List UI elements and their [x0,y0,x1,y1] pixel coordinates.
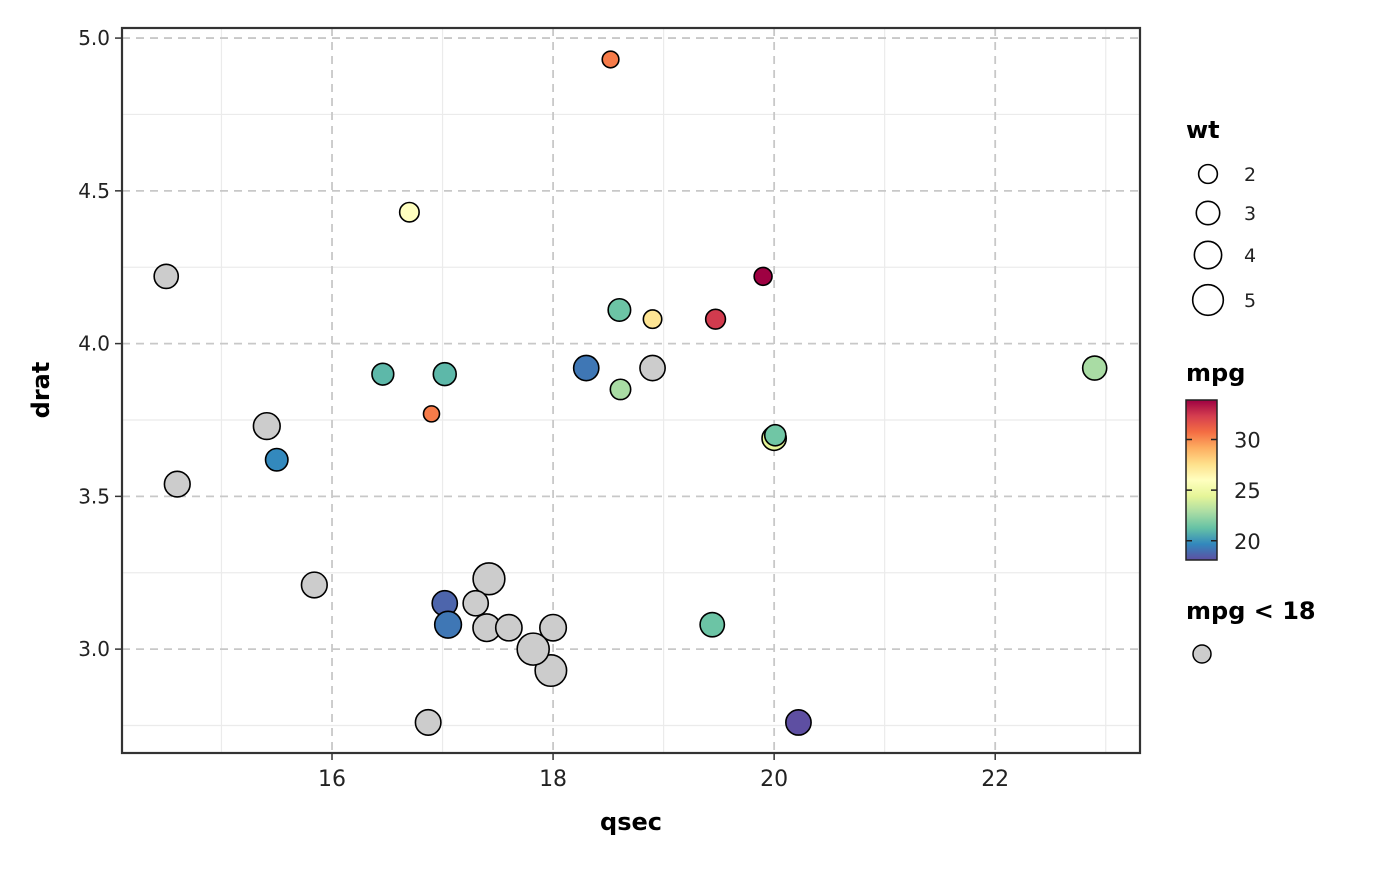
data-point [539,613,568,642]
data-point [264,447,289,472]
colorbar-label: 25 [1234,479,1261,503]
axes: 16 18 20 22 3.0 3.5 4.0 4.5 5.0 [78,26,1009,792]
na-legend-key [1192,644,1212,664]
x-tick-label: 20 [760,767,788,792]
data-point [414,708,442,736]
data-point [153,263,180,290]
data-point [300,571,328,599]
legend: wt 2 3 4 5 mpg 20 25 30 mpg < 18 [1185,116,1316,664]
y-tick-label: 3.0 [78,637,110,661]
y-axis-label: drat [27,362,55,419]
data-point [516,632,550,666]
size-legend-label: 3 [1244,203,1256,225]
data-point [433,610,463,639]
data-point [398,201,420,223]
data-point [609,378,632,401]
size-legend-label: 2 [1244,164,1256,186]
data-point [753,266,773,287]
size-legend-key [1193,240,1223,270]
data-point [1081,355,1108,381]
color-legend-title: mpg [1186,359,1245,387]
na-legend-title: mpg < 18 [1186,597,1316,625]
y-tick-label: 5.0 [78,26,110,50]
data-points [153,50,1108,736]
data-point [163,470,191,498]
data-point [422,405,441,423]
y-tick-label: 4.0 [78,332,110,356]
data-point [494,613,523,642]
data-point [699,611,726,638]
x-tick-label: 22 [981,767,1009,792]
x-tick-label: 18 [539,767,567,792]
size-legend-key [1195,200,1221,226]
data-point [432,361,457,387]
x-tick-label: 16 [318,767,346,792]
size-legend-label: 5 [1244,290,1256,312]
colorbar-label: 20 [1234,530,1261,554]
size-legend-label: 4 [1244,245,1256,267]
data-point [704,308,727,330]
data-point [601,50,620,69]
data-point [371,362,395,386]
data-point [639,354,666,382]
size-legend-title: wt [1186,116,1220,144]
x-axis-label: qsec [600,808,662,836]
data-point [642,309,663,330]
colorbar [1185,399,1218,561]
data-point [462,589,490,617]
size-legend-key [1191,283,1225,317]
colorbar-label: 30 [1234,428,1261,452]
data-point [785,709,812,736]
size-legend-key [1197,163,1219,185]
y-tick-label: 3.5 [78,484,110,508]
plot-panel-border [120,26,1142,755]
data-point [252,411,281,441]
data-point [763,423,787,447]
grid [122,28,1140,753]
y-tick-label: 4.5 [78,179,110,203]
data-point [572,354,600,382]
data-point [472,562,506,596]
data-point [607,297,632,323]
